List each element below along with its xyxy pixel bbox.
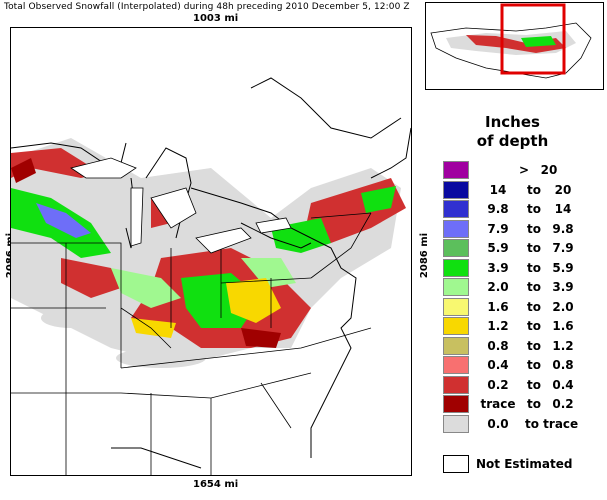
legend-range-high: 2.0 — [552, 299, 574, 314]
legend-swatch — [443, 180, 469, 199]
legend-top-symbol: > — [518, 163, 530, 177]
legend-top-value: 20 — [540, 163, 558, 177]
map-title: Total Observed Snowfall (Interpolated) d… — [4, 2, 410, 12]
legend-range-to: to — [527, 299, 541, 314]
inset-snow-green — [521, 36, 556, 47]
legend-range-to: to trace — [525, 416, 579, 431]
legend-range-low: 9.8 — [487, 202, 509, 216]
right-height-label: 2086 mi — [419, 232, 431, 279]
legend-range-high: 1.6 — [552, 319, 574, 333]
snow-band-light-green — [111, 258, 296, 308]
legend-swatch — [443, 278, 469, 296]
legend-range-high: 0.2 — [552, 397, 574, 411]
legend-range-low: 0.2 — [487, 377, 509, 392]
legend-range-to: to — [527, 358, 541, 372]
legend-range-low: 0.8 — [487, 338, 509, 353]
legend-range-to: to — [527, 221, 541, 236]
inset-snow-red — [466, 35, 566, 53]
legend-range-low: 1.6 — [487, 299, 509, 314]
snow-band-blue — [36, 203, 91, 238]
legend-range-to: to — [527, 280, 541, 294]
legend-range-high: 0.8 — [552, 358, 574, 372]
great-lakes — [70, 157, 292, 254]
legend-range-high: 3.9 — [552, 280, 574, 294]
legend-swatch — [443, 317, 469, 335]
legend-range-high: 14 — [554, 202, 572, 216]
state-borders — [11, 212, 372, 475]
legend-swatch — [443, 375, 469, 394]
snowfall-map-canvas — [11, 77, 411, 475]
legend-swatch — [443, 414, 469, 433]
inset-map-canvas — [430, 3, 592, 79]
legend-swatch — [443, 395, 469, 413]
legend-range-to: to — [527, 241, 541, 255]
legend-swatch — [443, 239, 469, 257]
legend-range-high: 0.4 — [552, 377, 574, 392]
legend-swatch — [443, 258, 469, 277]
legend-range-high: 9.8 — [552, 221, 574, 236]
legend-range-to: to — [527, 260, 541, 275]
legend-range-low: 0.0 — [487, 416, 509, 431]
inset-map — [425, 2, 604, 90]
legend-range-to: to — [527, 377, 541, 392]
legend-range-to: to — [527, 338, 541, 353]
not-estimated-label: Not Estimated — [476, 457, 573, 471]
legend-range-low: trace — [480, 397, 516, 411]
legend-swatch-top — [443, 161, 469, 179]
legend-swatch — [443, 356, 469, 374]
legend-range-low: 2.0 — [487, 280, 509, 294]
legend-title: Inches of depth — [450, 113, 575, 151]
legend-range-high: 5.9 — [552, 260, 574, 275]
legend-swatch — [443, 297, 469, 316]
legend-swatch — [443, 219, 469, 238]
legend-swatch — [443, 200, 469, 218]
snowfall-map — [10, 27, 412, 476]
legend-range-high: 1.2 — [552, 338, 574, 353]
not-estimated-swatch — [443, 455, 469, 473]
legend-title-line2: of depth — [476, 132, 549, 150]
legend-range-low: 0.4 — [487, 358, 509, 372]
legend-range-low: 3.9 — [487, 260, 509, 275]
legend-range-low: 14 — [489, 182, 507, 197]
top-width-label: 1003 mi — [193, 13, 239, 24]
legend-range-high: 7.9 — [552, 241, 574, 255]
legend-range-low: 1.2 — [487, 319, 509, 333]
legend-range-to: to — [527, 397, 541, 411]
inset-region-box — [500, 3, 566, 75]
legend-range-low: 7.9 — [487, 221, 509, 236]
legend-range-high: 20 — [554, 182, 572, 197]
legend-title-line1: Inches — [485, 113, 540, 131]
coastlines — [11, 77, 411, 469]
legend-range-to: to — [527, 319, 541, 333]
legend-range-to: to — [527, 202, 541, 216]
snow-band-dark-red — [11, 158, 281, 348]
snow-band-yellow — [131, 278, 281, 338]
bottom-width-label: 1654 mi — [193, 479, 239, 490]
legend-range-low: 5.9 — [487, 241, 509, 255]
legend-range-to: to — [527, 182, 541, 197]
legend-swatch — [443, 336, 469, 355]
